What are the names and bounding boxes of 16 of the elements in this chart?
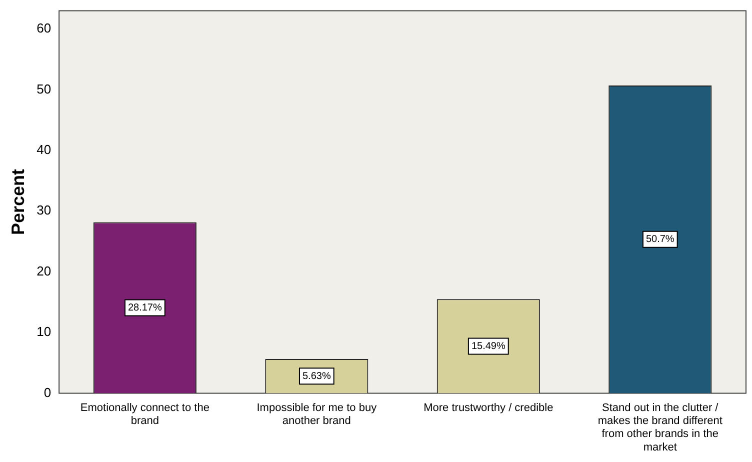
y-tick-label: 20 (36, 263, 52, 278)
x-tick-label: Impossible for me to buy another brand (256, 402, 378, 428)
x-tick-label: Stand out in the clutter / makes the brand different from other brands in the market (598, 402, 722, 454)
y-tick-label: 10 (36, 324, 52, 340)
y-tick-label: 40 (36, 142, 52, 157)
data-label: 15.49% (471, 340, 506, 352)
y-tick-label: 50 (36, 81, 52, 96)
y-tick-label: 30 (36, 202, 52, 218)
data-label: 28.17% (128, 302, 162, 314)
data-label: 50.7% (646, 234, 674, 246)
y-tick-label: 0 (44, 384, 52, 400)
data-label: 5.63% (302, 370, 331, 382)
y-axis-title: Percent (8, 168, 28, 236)
x-tick-label: More trustworthy / credible (424, 402, 554, 414)
x-tick-label: Emotionally connect to the brand (80, 402, 210, 428)
y-tick-label: 60 (36, 20, 52, 36)
